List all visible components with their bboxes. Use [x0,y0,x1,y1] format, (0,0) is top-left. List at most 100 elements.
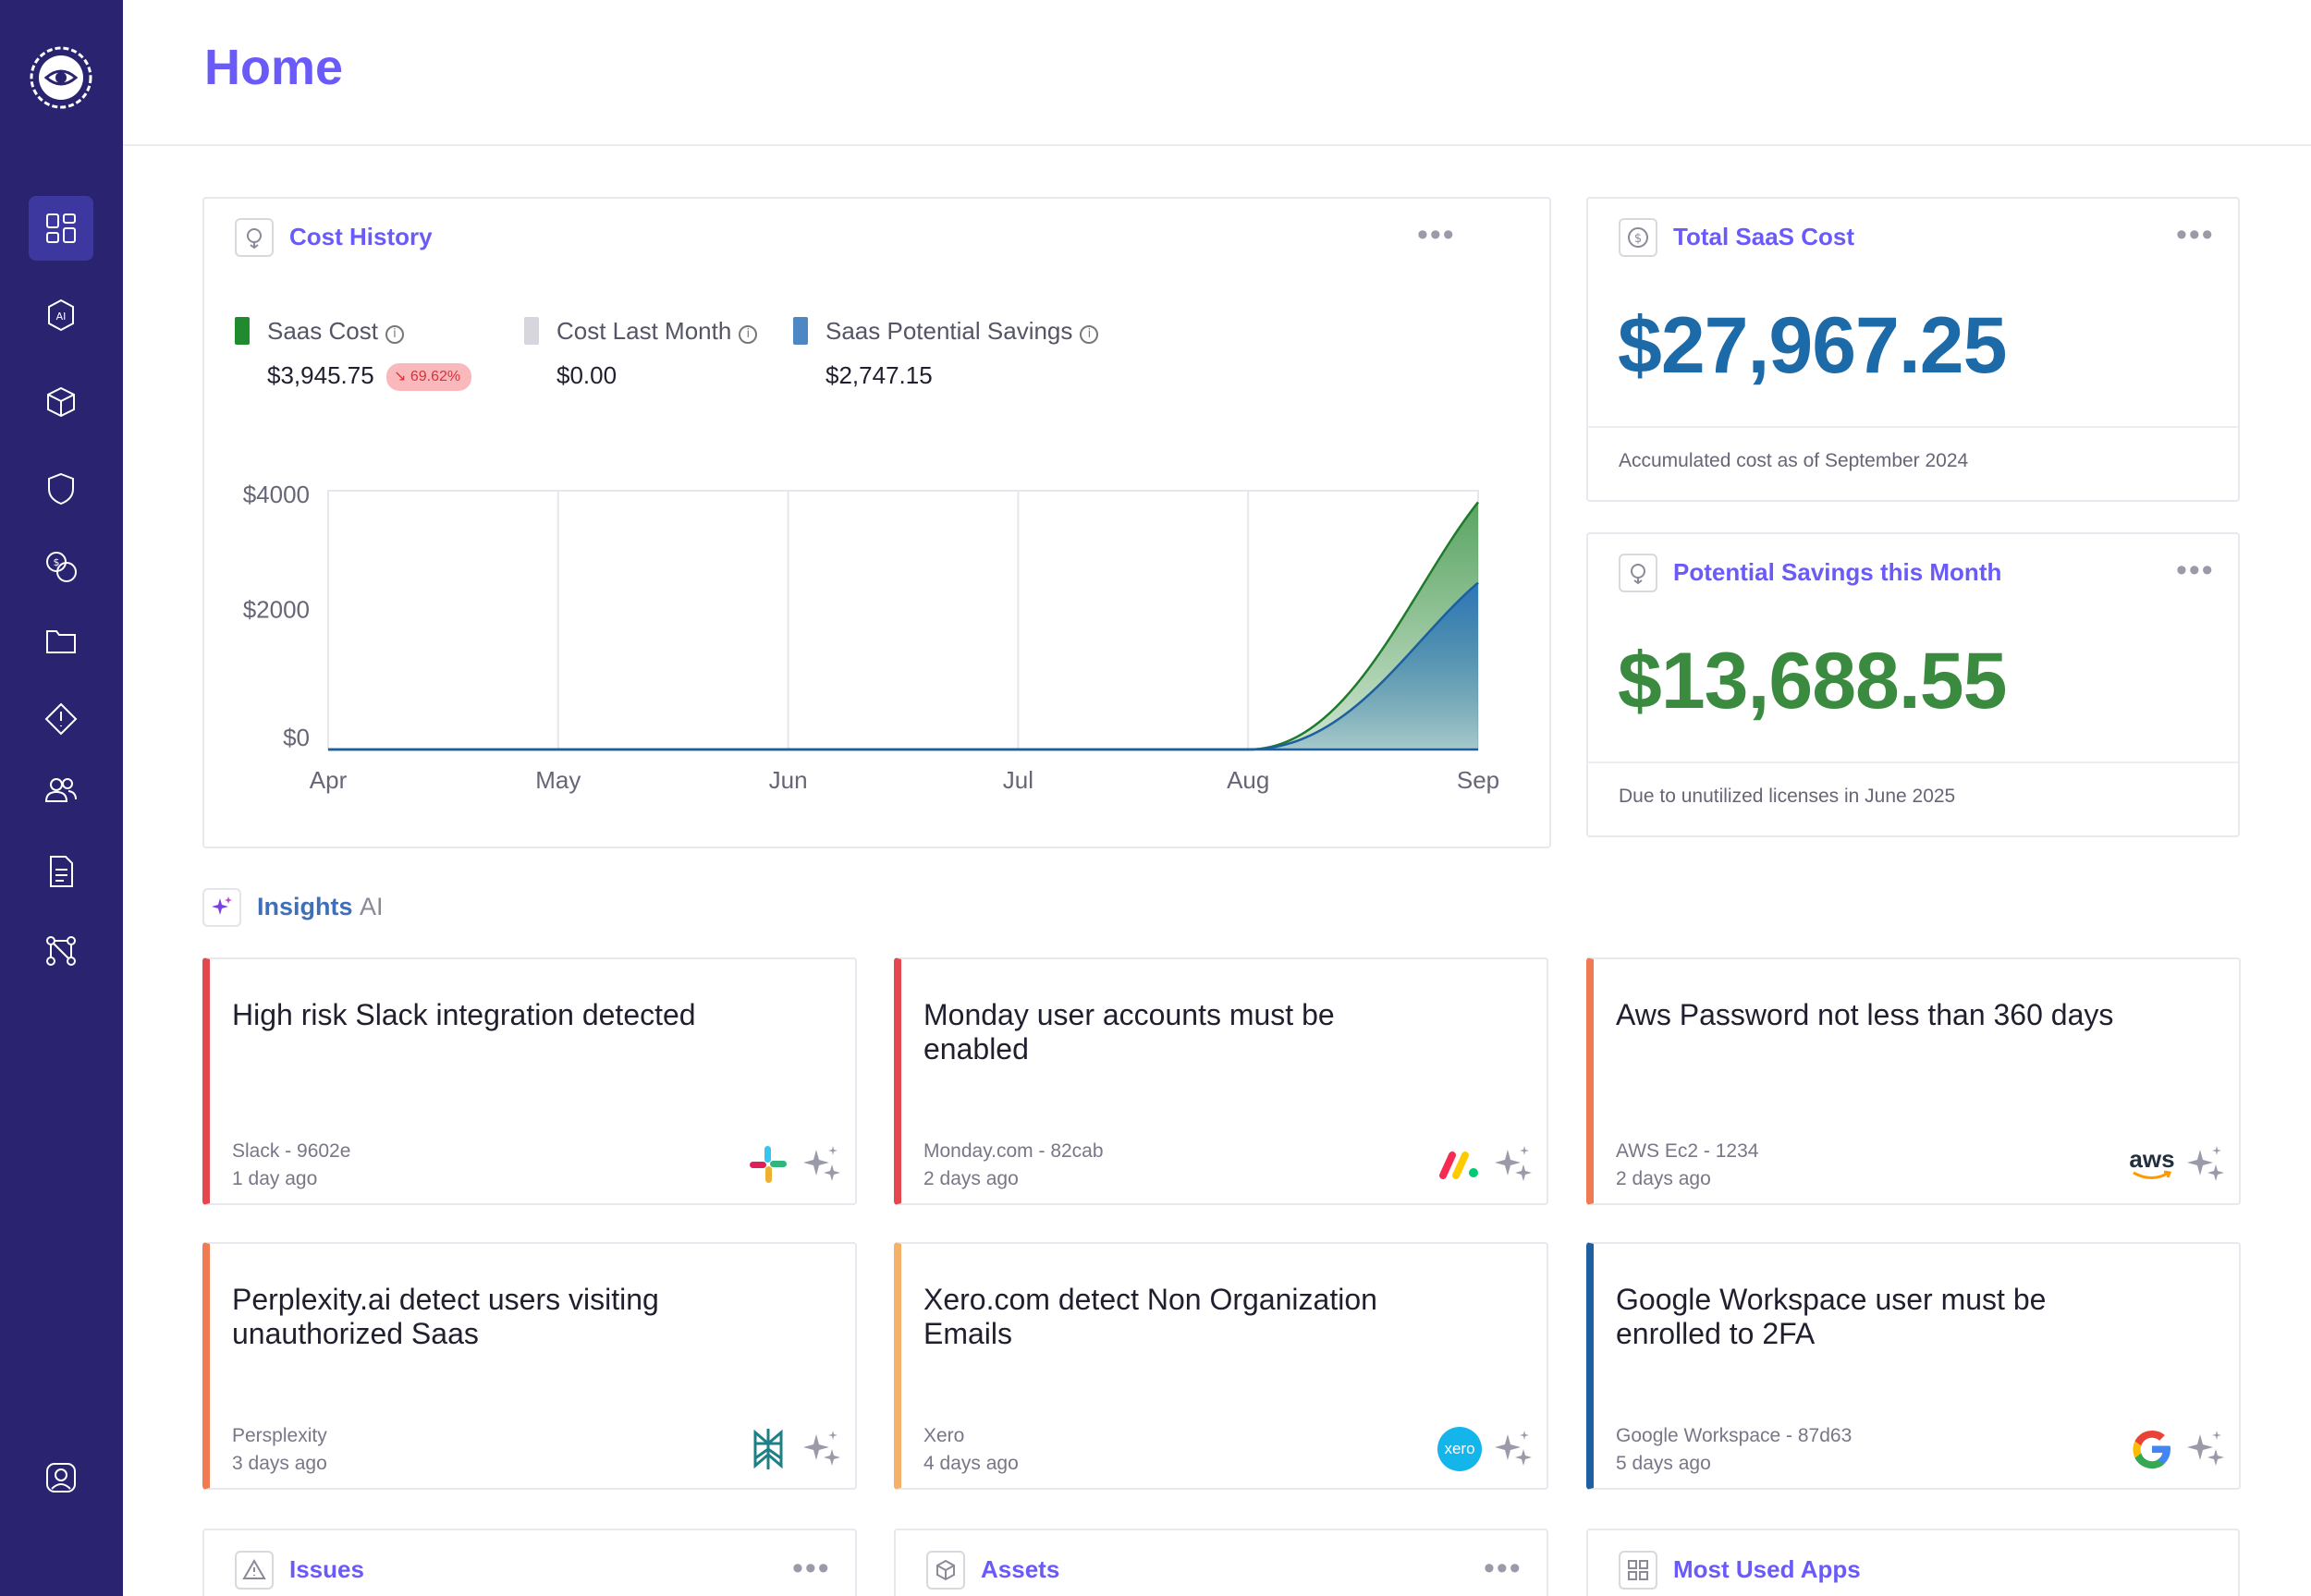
svg-text:$: $ [1634,232,1642,246]
aws-logo-icon: aws [2129,1142,2175,1187]
x-tick-label: Sep [1457,766,1499,794]
insight-card[interactable]: High risk Slack integration detected Sla… [202,957,857,1205]
legend-swatch-saas-cost [235,317,250,345]
insight-title: High risk Slack integration detected [232,998,696,1031]
insight-source: AWS Ec2 - 1234 [1616,1140,1759,1162]
perplexity-logo-icon [753,1429,783,1469]
more-options-icon[interactable]: ••• [2176,553,2215,588]
page-header: Home [123,0,2311,146]
insight-title: Google Workspace user must be enrolled t… [1616,1283,2047,1350]
more-options-icon[interactable]: ••• [1484,1551,1522,1586]
eye-gear-logo-icon[interactable] [22,39,100,116]
workflow-icon [46,936,76,966]
series-line-0 [328,501,1479,751]
insight-source: Xero [923,1425,965,1446]
x-tick-label: Jul [1003,766,1033,794]
total-saas-cost-card: $ Total SaaS Cost ••• $27,967.25 Accumul… [1586,197,2240,502]
page-title: Home [204,40,344,95]
y-tick-label: $4000 [243,481,310,508]
ai-sparkle-icon[interactable] [801,1429,842,1469]
divider [1588,426,2238,428]
dollar-circle-icon: $ [1619,218,1657,257]
more-options-icon[interactable]: ••• [2176,217,2215,252]
insight-card[interactable]: Monday user accounts must be enabled Mon… [894,957,1548,1205]
x-tick-label: Aug [1227,766,1269,794]
user-profile-icon [46,1463,76,1492]
ai-sparkle-icon[interactable] [2185,1144,2226,1185]
info-icon[interactable]: i [1080,325,1099,344]
svg-text:AI: AI [56,311,67,323]
more-options-icon[interactable]: ••• [792,1551,831,1586]
google-logo-icon [2133,1431,2170,1468]
sidebar-item-workflows[interactable] [29,919,93,983]
insights-ai-label: AI [360,893,384,920]
insight-time: 2 days ago [923,1168,1019,1189]
info-icon[interactable]: i [385,325,404,344]
y-tick-label: $0 [283,724,310,751]
folder-icon [46,630,76,653]
issues-card: Issues ••• [202,1529,857,1596]
insight-source: Persplexity [232,1425,327,1446]
cost-history-title: Cost History [289,223,433,250]
sidebar-item-users[interactable] [29,758,93,822]
x-tick-label: Jun [769,766,808,794]
insight-time: 4 days ago [923,1453,1019,1474]
ai-sparkle-icon[interactable] [1493,1429,1534,1469]
ai-gear-icon: AI [48,298,74,332]
ai-sparkle-icon[interactable] [801,1144,842,1185]
series-area-1 [328,582,1478,749]
ai-sparkle-icon[interactable] [2185,1429,2226,1469]
most-used-apps-title: Most Used Apps [1673,1555,1861,1583]
more-options-icon[interactable]: ••• [1417,217,1456,252]
insight-card[interactable]: Xero.com detect Non Organization Emails … [894,1242,1548,1490]
dashboard-icon [46,213,76,243]
grid-icon [1619,1551,1657,1590]
legend-item-saas-cost: Saas Cost i [267,317,404,346]
sidebar-item-issues[interactable] [29,687,93,751]
sidebar-item-dashboard[interactable] [29,196,93,261]
insight-card[interactable]: Aws Password not less than 360 days AWS … [1586,957,2241,1205]
sidebar-item-files[interactable] [29,608,93,673]
saas-cost-change-badge: ↘ 69.62% [386,363,472,391]
saas-cost-value: $3,945.75 [267,361,374,389]
insight-title: Monday user accounts must be enabled [923,998,1335,1066]
cost-history-card: Cost History ••• Saas Cost i $3,945.75 ↘ … [202,197,1551,848]
sidebar-item-assets[interactable] [29,370,93,434]
trend-down-icon: ↘ [394,369,410,384]
sidebar: AI $ [0,0,123,1596]
savings-icon [1619,554,1657,592]
legend-swatch-potential-savings [793,317,808,345]
series-line-1 [328,581,1479,751]
cube-icon [47,386,75,418]
total-saas-cost-title: Total SaaS Cost [1673,223,1855,250]
sidebar-item-reports[interactable] [29,839,93,904]
insight-time: 3 days ago [232,1453,327,1474]
total-saas-cost-subtitle: Accumulated cost as of September 2024 [1619,450,1969,471]
sidebar-item-security[interactable] [29,457,93,521]
document-icon [50,856,73,887]
insight-title: Perplexity.ai detect users visiting unau… [232,1283,659,1350]
slack-logo-icon [750,1146,787,1183]
sidebar-item-costs[interactable]: $ [29,534,93,599]
sidebar-item-profile[interactable] [29,1445,93,1510]
ai-sparkle-icon[interactable] [1493,1144,1534,1185]
sidebar-item-ai[interactable]: AI [29,283,93,347]
potential-savings-value: $13,688.55 [1618,637,2007,725]
shield-icon [48,472,74,506]
insight-card[interactable]: Perplexity.ai detect users visiting unau… [202,1242,857,1490]
cube-icon [926,1551,965,1590]
total-saas-cost-value: $27,967.25 [1618,301,2007,390]
users-icon [44,778,77,802]
potential-savings-legend-value: $2,747.15 [825,361,933,389]
warning-icon [235,1551,274,1590]
insights-sparkle-icon [202,888,241,927]
insight-source: Slack - 9602e [232,1140,351,1162]
legend-swatch-cost-last-month [524,317,539,345]
insight-card[interactable]: Google Workspace user must be enrolled t… [1586,1242,2241,1490]
potential-savings-subtitle: Due to unutilized licenses in June 2025 [1619,786,1956,807]
insight-source: Monday.com - 82cab [923,1140,1104,1162]
info-icon[interactable]: i [739,325,758,344]
cost-history-icon [235,218,274,257]
assets-title: Assets [981,1555,1060,1583]
